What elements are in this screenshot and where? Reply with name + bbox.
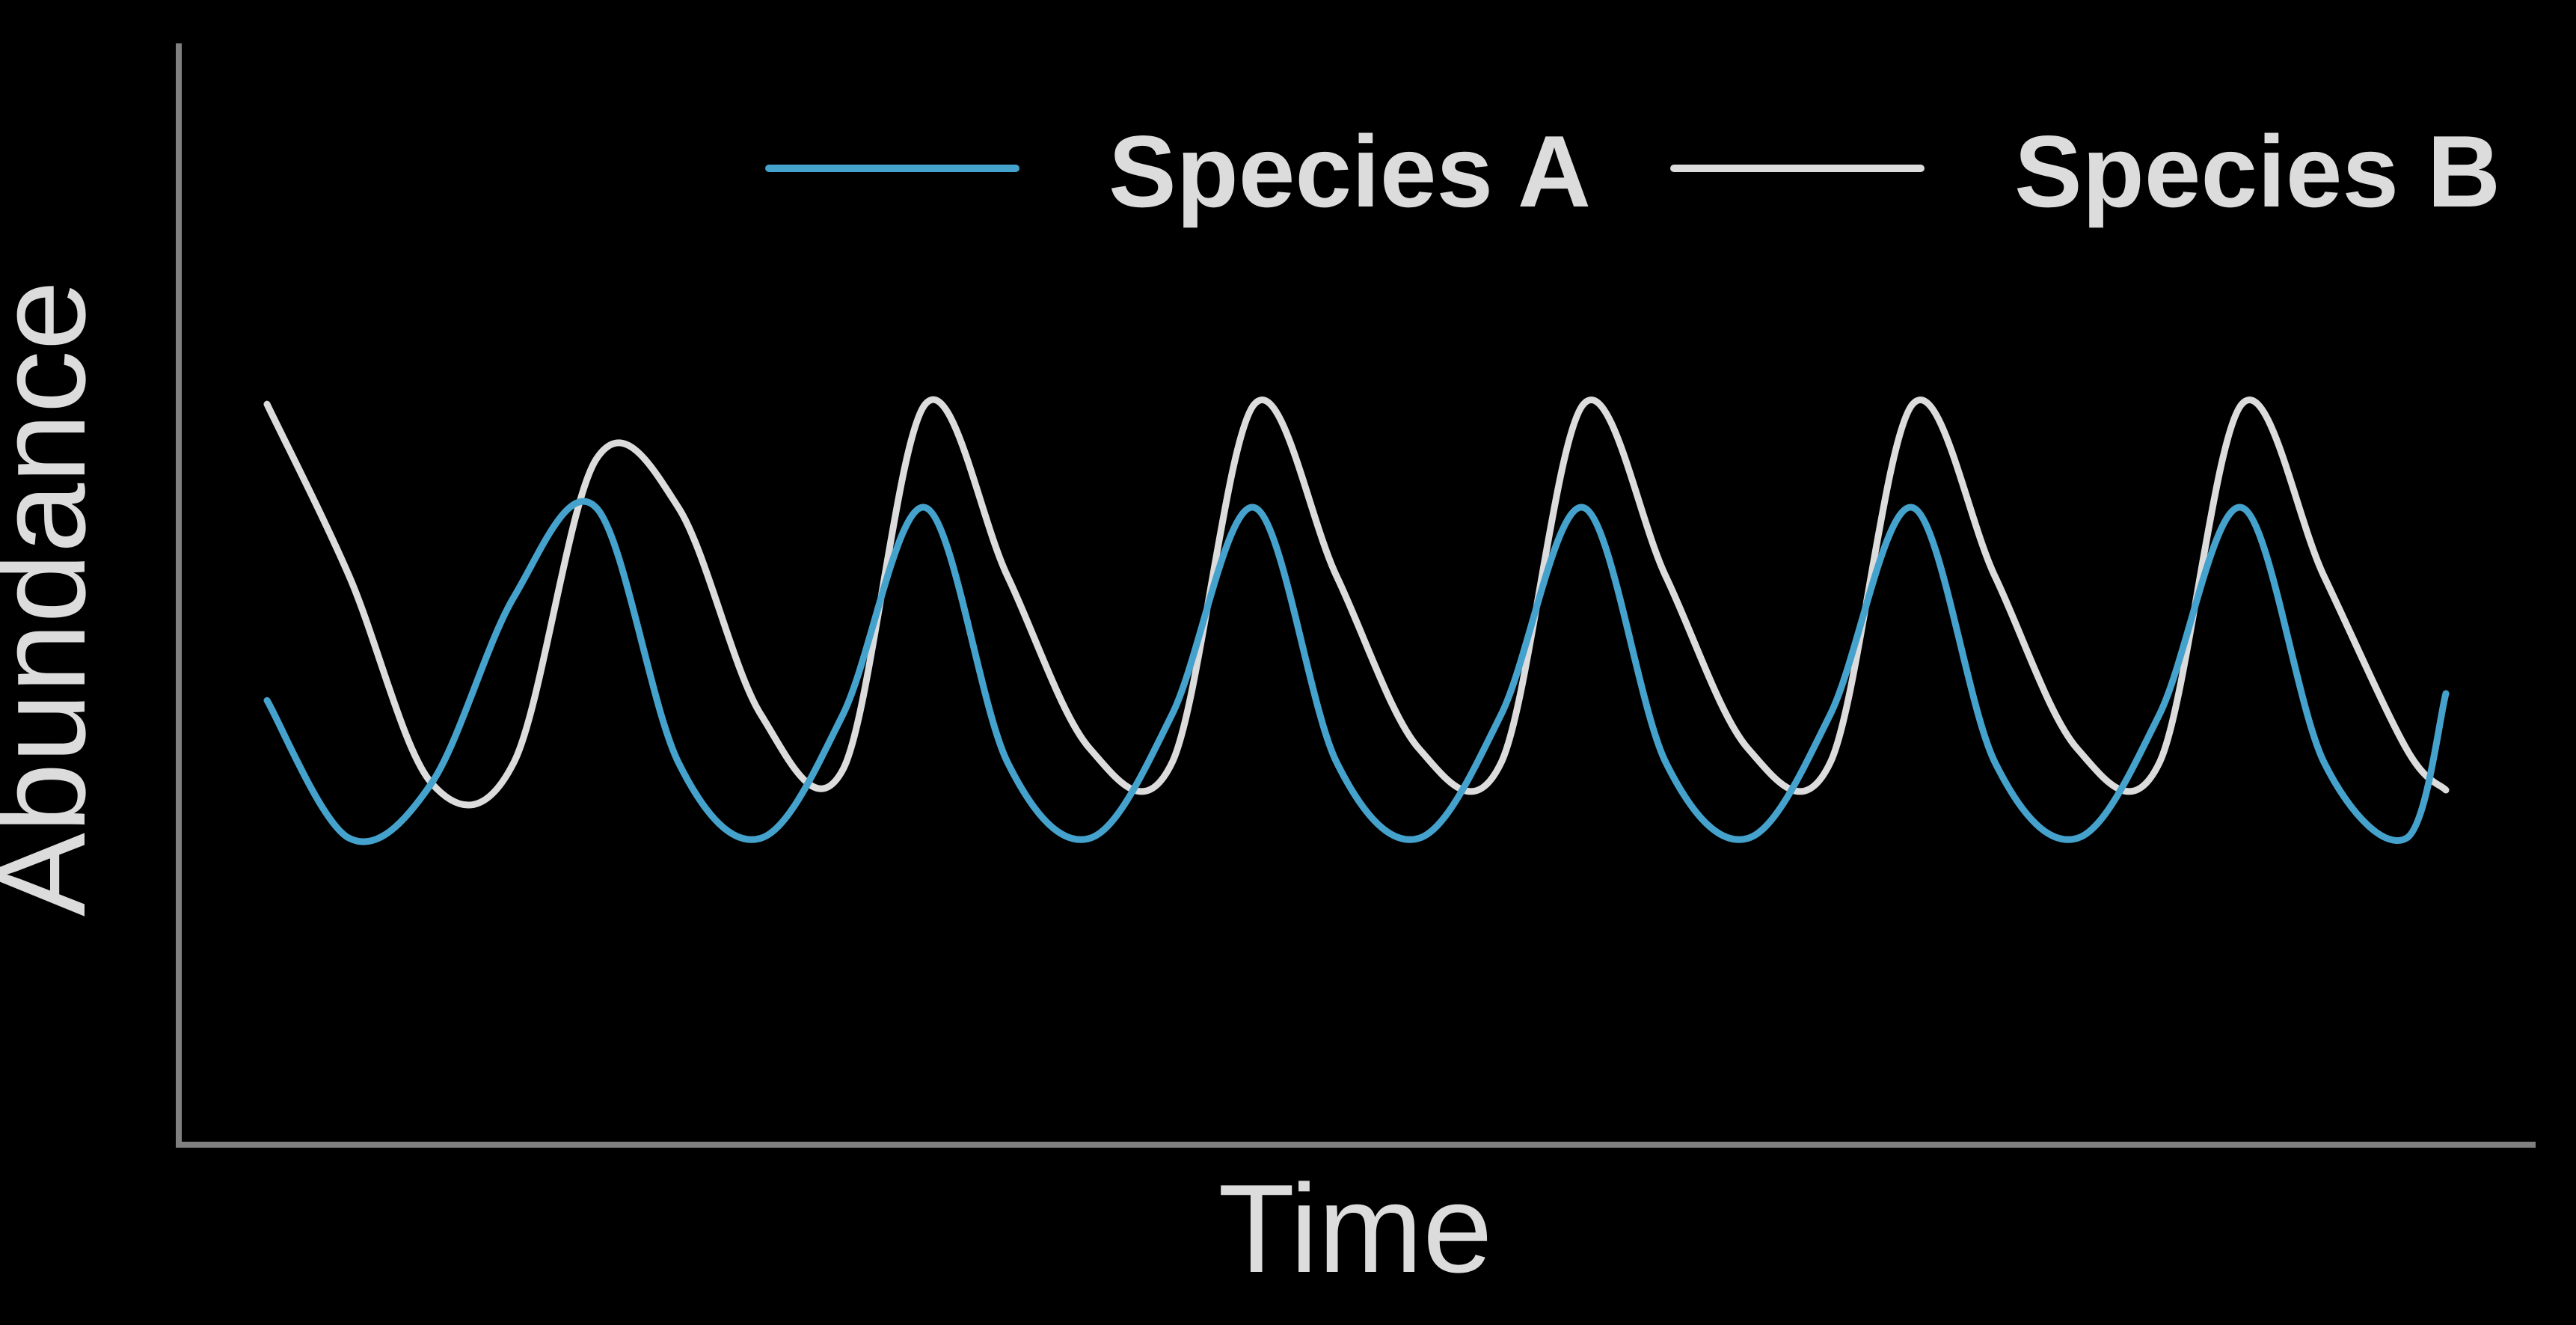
series-line-species-a	[263, 498, 2450, 845]
series-line-species-b	[263, 396, 2450, 809]
legend-label-species-a: Species A	[1108, 114, 1591, 228]
y-axis-title: Abundance	[0, 281, 111, 917]
legend-label-species-b: Species B	[2014, 114, 2500, 228]
legend: Species A Species B	[765, 114, 2500, 228]
x-axis-title: Time	[1218, 1158, 1492, 1299]
